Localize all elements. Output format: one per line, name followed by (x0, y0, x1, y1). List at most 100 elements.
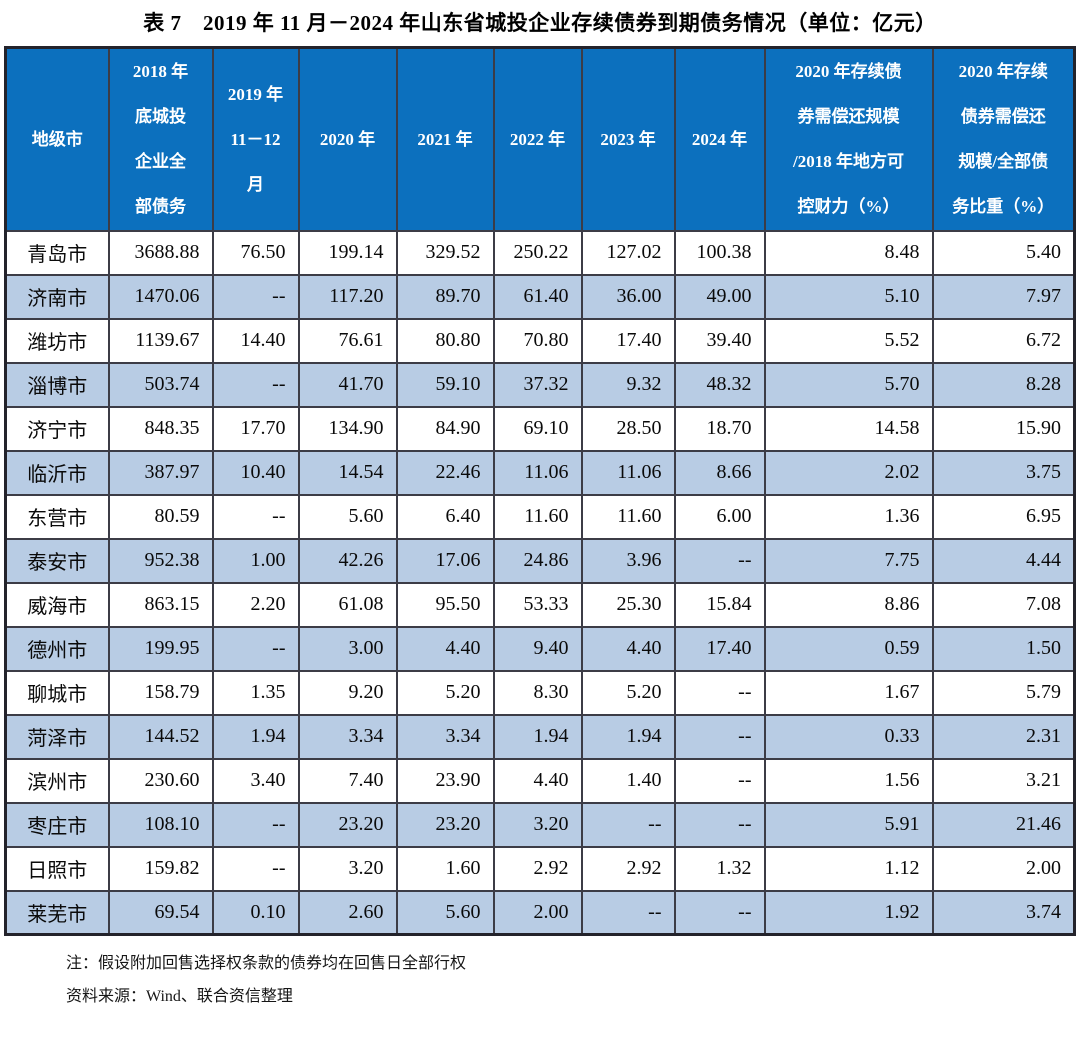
value-cell: 1.00 (211, 537, 300, 584)
value-cell: 1139.67 (107, 317, 214, 364)
value-cell: 3.20 (297, 845, 398, 892)
value-cell: 2.92 (580, 845, 676, 892)
value-cell: 1.67 (763, 669, 934, 716)
value-cell: 3.75 (931, 449, 1076, 496)
table-row-德州市: 德州市 199.95 -- 3.00 4.40 9.40 4.40 17.40 0.59 1.50 (4, 625, 1076, 672)
value-cell: 53.33 (492, 581, 583, 628)
value-cell: 2.92 (492, 845, 583, 892)
city-name: 莱芜市 (4, 889, 110, 936)
table-row-济南市: 济南市 1470.06 -- 117.20 89.70 61.40 36.00 49.00 5.… (4, 273, 1076, 320)
value-cell: 1.94 (580, 713, 676, 760)
value-cell: -- (673, 713, 766, 760)
value-cell: 17.06 (395, 537, 495, 584)
value-cell: 3.21 (931, 757, 1076, 804)
value-cell: 23.20 (395, 801, 495, 848)
value-cell: 2.31 (931, 713, 1076, 760)
value-cell: 2.00 (492, 889, 583, 936)
value-cell: 848.35 (107, 405, 214, 452)
city-name: 菏泽市 (4, 713, 110, 760)
table-row-日照市: 日照市 159.82 -- 3.20 1.60 2.92 2.92 1.32 1.12 2.00 (4, 845, 1076, 892)
column-header-4: 2021 年 (395, 46, 495, 232)
value-cell: 6.72 (931, 317, 1076, 364)
value-cell: 6.00 (673, 493, 766, 540)
value-cell: 17.40 (673, 625, 766, 672)
value-cell: 250.22 (492, 229, 583, 276)
bond-maturity-table: 地级市 2018 年 底城投 企业全 部债务 2019 年 11－12 月 2020 … (4, 46, 1076, 936)
value-cell: 134.90 (297, 405, 398, 452)
value-cell: 1.56 (763, 757, 934, 804)
value-cell: 15.90 (931, 405, 1076, 452)
table-row-临沂市: 临沂市 387.97 10.40 14.54 22.46 11.06 11.06 8.66 2.… (4, 449, 1076, 496)
value-cell: 3.20 (492, 801, 583, 848)
value-cell: 1.94 (211, 713, 300, 760)
value-cell: 3.74 (931, 889, 1076, 936)
city-name: 临沂市 (4, 449, 110, 496)
value-cell: 8.30 (492, 669, 583, 716)
value-cell: 5.91 (763, 801, 934, 848)
value-cell: 25.30 (580, 581, 676, 628)
value-cell: 5.52 (763, 317, 934, 364)
value-cell: 84.90 (395, 405, 495, 452)
value-cell: 7.08 (931, 581, 1076, 628)
value-cell: 1.35 (211, 669, 300, 716)
column-header-8: 2020 年存续债 券需偿还规模 /2018 年地方可 控财力（%） (763, 46, 934, 232)
table-row-泰安市: 泰安市 952.38 1.00 42.26 17.06 24.86 3.96 -- 7.75 4.… (4, 537, 1076, 584)
value-cell: 17.70 (211, 405, 300, 452)
table-row-威海市: 威海市 863.15 2.20 61.08 95.50 53.33 25.30 15.84 8.… (4, 581, 1076, 628)
value-cell: -- (211, 273, 300, 320)
value-cell: 2.60 (297, 889, 398, 936)
column-header-7: 2024 年 (673, 46, 766, 232)
value-cell: 22.46 (395, 449, 495, 496)
value-cell: 4.40 (395, 625, 495, 672)
value-cell: 76.50 (211, 229, 300, 276)
value-cell: 117.20 (297, 273, 398, 320)
value-cell: 14.58 (763, 405, 934, 452)
value-cell: 0.10 (211, 889, 300, 936)
value-cell: 503.74 (107, 361, 214, 408)
value-cell: 2.00 (931, 845, 1076, 892)
column-header-2: 2019 年 11－12 月 (211, 46, 300, 232)
value-cell: 2.02 (763, 449, 934, 496)
value-cell: 0.33 (763, 713, 934, 760)
table-footnotes: 注：假设附加回售选择权条款的债券均在回售日全部行权 资料来源：Wind、联合资信… (66, 947, 1080, 1013)
value-cell: 6.40 (395, 493, 495, 540)
value-cell: -- (211, 801, 300, 848)
value-cell: -- (211, 845, 300, 892)
value-cell: 9.32 (580, 361, 676, 408)
value-cell: 5.70 (763, 361, 934, 408)
value-cell: 3688.88 (107, 229, 214, 276)
value-cell: 863.15 (107, 581, 214, 628)
value-cell: 1.32 (673, 845, 766, 892)
column-header-6: 2023 年 (580, 46, 676, 232)
value-cell: -- (673, 537, 766, 584)
value-cell: 7.97 (931, 273, 1076, 320)
city-name: 东营市 (4, 493, 110, 540)
value-cell: 49.00 (673, 273, 766, 320)
value-cell: -- (211, 493, 300, 540)
value-cell: 5.40 (931, 229, 1076, 276)
value-cell: -- (673, 801, 766, 848)
value-cell: 24.86 (492, 537, 583, 584)
value-cell: 15.84 (673, 581, 766, 628)
column-header-9: 2020 年存续 债券需偿还 规模/全部债 务比重（%） (931, 46, 1076, 232)
value-cell: -- (211, 361, 300, 408)
value-cell: 2.20 (211, 581, 300, 628)
city-name: 济宁市 (4, 405, 110, 452)
value-cell: 1.94 (492, 713, 583, 760)
value-cell: -- (580, 889, 676, 936)
value-cell: 11.06 (492, 449, 583, 496)
column-header-1: 2018 年 底城投 企业全 部债务 (107, 46, 214, 232)
value-cell: 41.70 (297, 361, 398, 408)
table-row-济宁市: 济宁市 848.35 17.70 134.90 84.90 69.10 28.50 18.70… (4, 405, 1076, 452)
value-cell: 5.60 (297, 493, 398, 540)
value-cell: -- (211, 625, 300, 672)
city-name: 聊城市 (4, 669, 110, 716)
city-name: 泰安市 (4, 537, 110, 584)
table-row-聊城市: 聊城市 158.79 1.35 9.20 5.20 8.30 5.20 -- 1.67 5.79 (4, 669, 1076, 716)
value-cell: 4.44 (931, 537, 1076, 584)
value-cell: 89.70 (395, 273, 495, 320)
value-cell: 3.00 (297, 625, 398, 672)
table-title: 表 7 2019 年 11 月－2024 年山东省城投企业存续债券到期债务情况（… (143, 11, 937, 35)
city-name: 淄博市 (4, 361, 110, 408)
